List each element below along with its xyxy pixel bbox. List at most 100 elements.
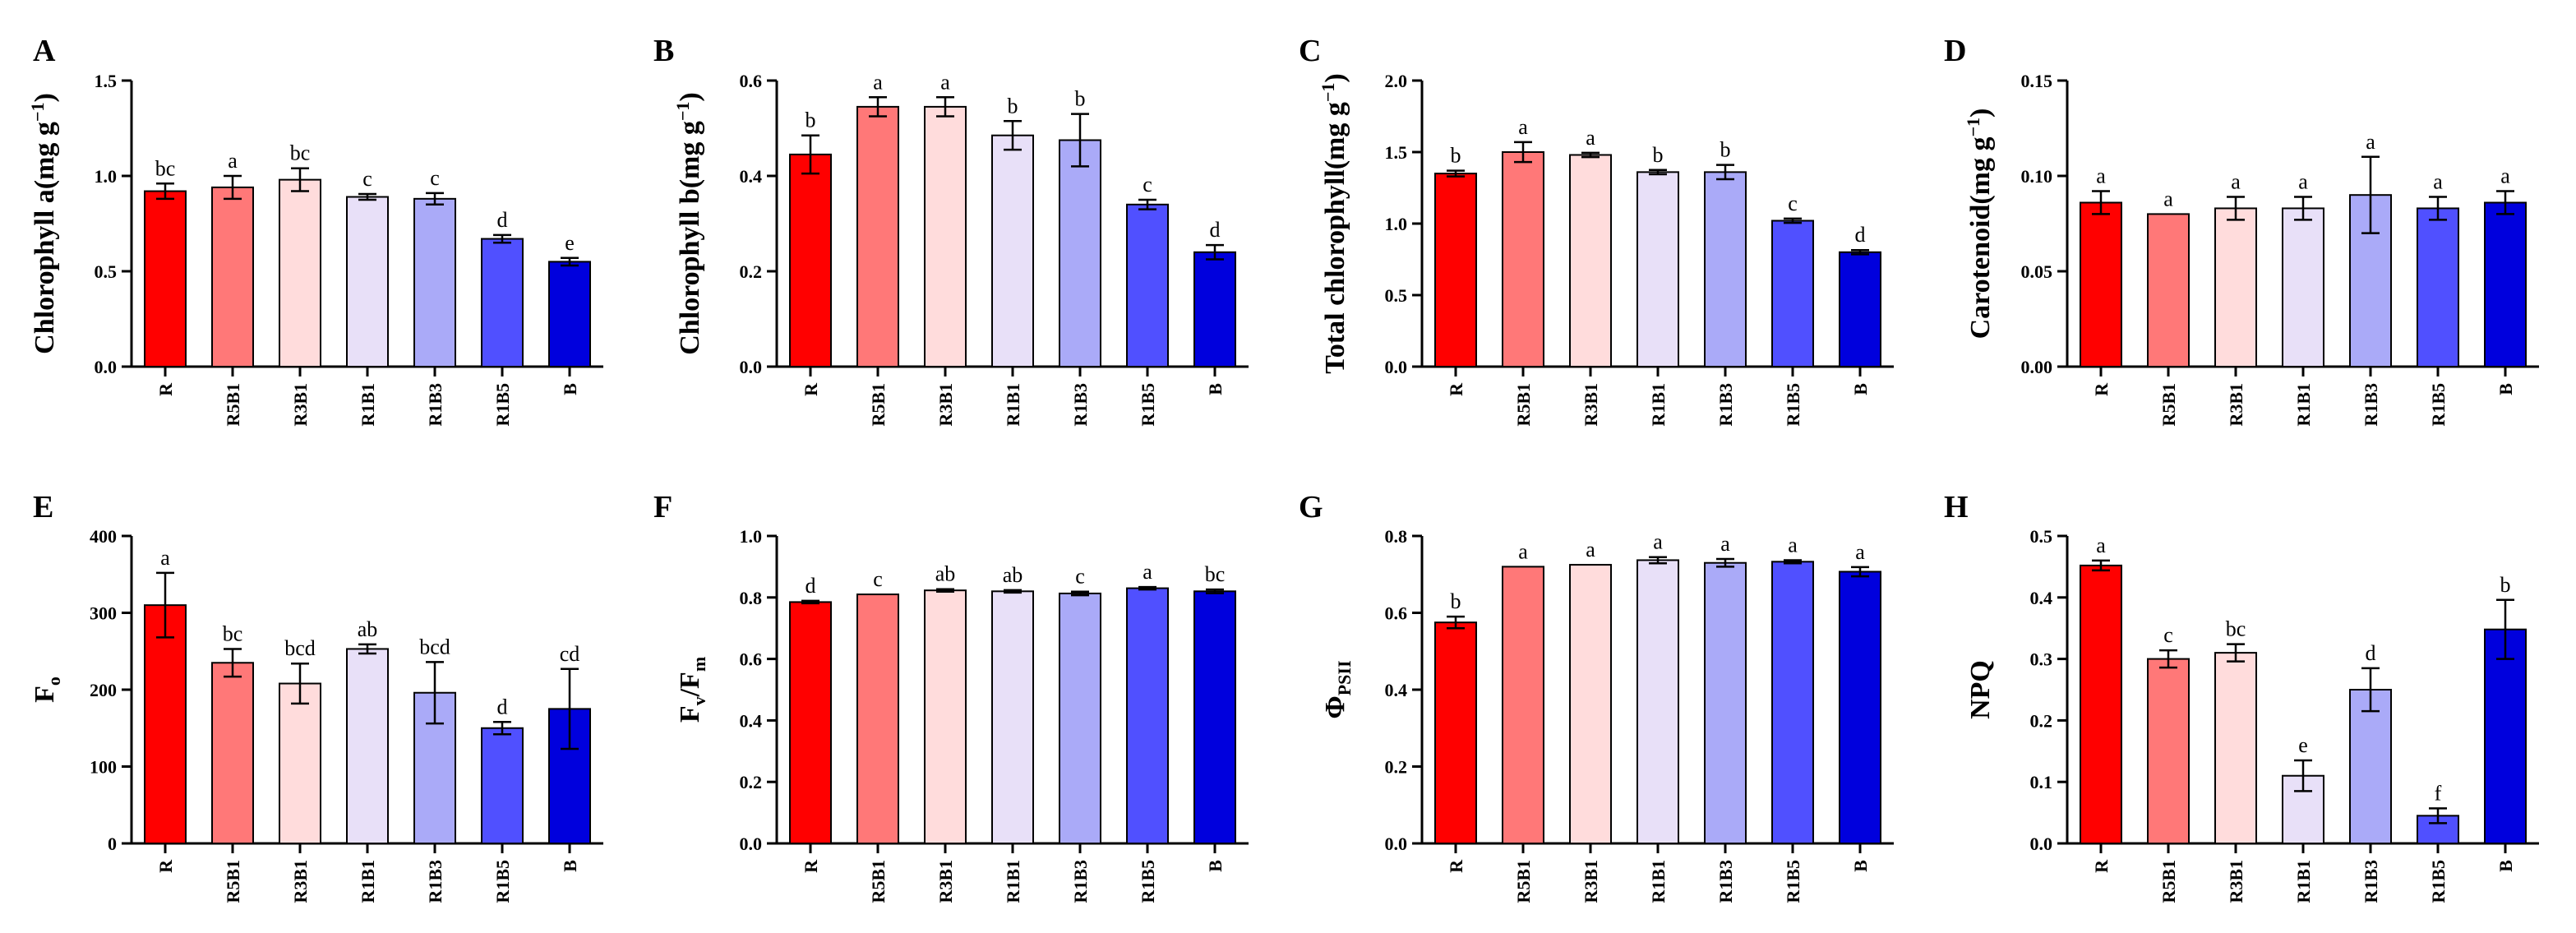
y-axis-title: Total chlorophyll(mg g−1) — [1318, 73, 1350, 373]
panel-letter: F — [653, 490, 672, 524]
x-tick-label: R1B3 — [1070, 383, 1091, 427]
y-axis-title-main: Total chlorophyll(mg g — [1320, 102, 1350, 374]
x-tick-label: R3B1 — [1581, 383, 1601, 427]
chart-panel-a: A 0.0 0.5 1.0 1.5 bc Ra R5B1 bc R3B1 c R1B1 c R1B3 d R1… — [27, 34, 603, 427]
x-tick-label: R — [2091, 382, 2112, 396]
bar-r3b1 — [279, 178, 321, 367]
significance-letter: bcd — [284, 636, 316, 660]
bar-r1b3 — [1059, 139, 1101, 367]
x-tick-label: R3B1 — [935, 383, 956, 427]
bar-b — [1839, 251, 1881, 367]
x-tick-label: R1B3 — [1715, 383, 1736, 427]
bar-r3b1 — [924, 589, 967, 844]
y-tick-label: 0.6 — [740, 649, 763, 670]
y-tick-label: 1.0 — [1385, 214, 1408, 234]
significance-letter: a — [2096, 164, 2106, 188]
significance-letter: ab — [1003, 563, 1023, 587]
y-tick-label: 0.3 — [2030, 649, 2053, 670]
x-tick-label: R5B1 — [223, 860, 243, 903]
y-axis-title: Chlorophyll b(mg g−1) — [672, 92, 705, 355]
bar-b — [548, 261, 591, 367]
x-tick-label: R5B1 — [868, 383, 889, 427]
significance-letter: c — [1788, 192, 1798, 215]
y-tick-label: 0.2 — [2030, 710, 2053, 731]
significance-letter: a — [1720, 532, 1730, 556]
x-tick-label: R — [801, 382, 821, 396]
x-tick-label: R5B1 — [1513, 383, 1534, 427]
panel-letter: G — [1299, 490, 1323, 524]
bar-r — [789, 601, 832, 844]
bar-r5b1 — [1502, 151, 1544, 367]
significance-letter: b — [806, 109, 816, 132]
y-axis-title-superscript: −1 — [1318, 83, 1338, 103]
y-tick-label: 1.0 — [740, 526, 763, 547]
significance-letter: a — [2231, 170, 2241, 194]
bar-r1b3 — [413, 197, 456, 367]
y-axis-title: Carotenoid(mg g−1) — [1963, 109, 1996, 339]
y-tick-label: 0.15 — [2021, 71, 2053, 91]
y-tick-label: 400 — [90, 526, 117, 547]
x-tick-label: R3B1 — [1581, 860, 1601, 903]
y-axis-title-main: Chlorophyll b(mg g — [675, 121, 705, 355]
y-axis-title-tail: ) — [675, 92, 705, 101]
y-axis-title-subscript: PSII — [1334, 661, 1355, 696]
chart-panel-h: H 0.0 0.1 0.2 0.3 0.4 0.5 a Rc R5B1 bc R3B1 e R1B1 d R1… — [1944, 490, 2539, 903]
x-tick-label: R5B1 — [223, 383, 243, 427]
significance-letter: c — [873, 567, 883, 591]
y-axis-title: NPQ — [1965, 660, 1996, 719]
y-tick-label: 300 — [90, 603, 117, 624]
significance-letter: b — [1008, 94, 1018, 118]
bar-r5b1 — [856, 105, 899, 367]
bar-r — [2080, 201, 2122, 367]
x-tick-label: R1B5 — [492, 383, 513, 427]
significance-letter: e — [565, 231, 575, 255]
bar-r3b1 — [1569, 154, 1612, 367]
significance-letter: a — [873, 70, 883, 94]
y-tick-label: 200 — [90, 680, 117, 700]
y-axis-title-superscript: −1 — [672, 102, 693, 122]
chart-panel-f: F 0.0 0.2 0.4 0.6 0.8 1.0 d Rc R5B1 ab R3B1 ab R1B1 c R… — [653, 490, 1249, 903]
significance-letter: d — [1210, 218, 1221, 242]
significance-letter: d — [806, 574, 816, 598]
x-tick-label: R1B5 — [2428, 860, 2449, 903]
bar-r5b1 — [856, 594, 899, 844]
y-axis-title-main: Φ — [1320, 695, 1350, 718]
significance-letter: ab — [935, 562, 956, 586]
bar-r1b3 — [2349, 689, 2392, 844]
y-axis-title-subscript-2: m — [689, 657, 709, 672]
significance-letter: a — [2298, 170, 2308, 194]
y-axis-title-mid: /F — [675, 672, 705, 697]
significance-letter: e — [2298, 733, 2308, 757]
bar-r — [2080, 564, 2122, 844]
significance-letter: bc — [1205, 562, 1226, 586]
bar-r5b1 — [2147, 658, 2190, 844]
y-axis-title: Fo — [30, 677, 64, 703]
significance-letter: bc — [223, 621, 243, 645]
panel-letter: B — [653, 34, 674, 68]
significance-letter: a — [940, 70, 950, 94]
bar-r1b3 — [1059, 592, 1101, 844]
bar-r — [1434, 621, 1477, 844]
y-tick-label: 100 — [90, 757, 117, 778]
significance-letter: c — [430, 166, 440, 190]
y-axis-title: Chlorophyll a(mg g−1) — [27, 93, 60, 354]
x-tick-label: B — [1850, 383, 1871, 395]
significance-letter: b — [1720, 138, 1731, 162]
bar-b — [1193, 590, 1236, 844]
x-tick-label: R1B3 — [2361, 860, 2381, 903]
bar-r1b5 — [481, 238, 524, 367]
y-tick-label: 2.0 — [1385, 71, 1408, 91]
y-axis-title-superscript: −1 — [1963, 118, 1983, 137]
y-tick-label: 0.2 — [1385, 757, 1408, 778]
bar-r1b5 — [2417, 207, 2459, 367]
y-axis-title-main: Chlorophyll a(mg g — [30, 122, 60, 354]
x-tick-label: R3B1 — [290, 383, 311, 427]
panel-letter: C — [1299, 34, 1321, 68]
y-tick-label: 1.5 — [1385, 142, 1408, 163]
y-axis-title-tail: ) — [30, 93, 60, 102]
panel-letter: D — [1944, 34, 1966, 68]
chart-panel-g: G 0.0 0.2 0.4 0.6 0.8 b Ra R5B1 a R3B1 a R1B1 a R1B3 a R… — [1299, 490, 1894, 903]
y-tick-label: 0.8 — [740, 588, 763, 608]
